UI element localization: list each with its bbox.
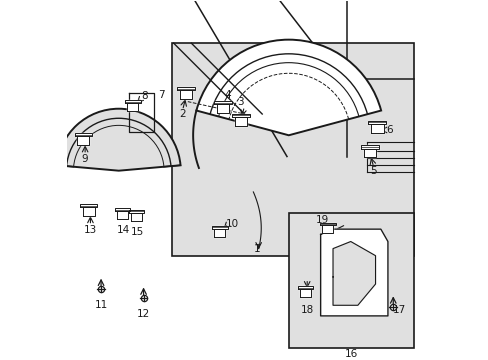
Text: 9: 9 <box>81 154 88 164</box>
Text: 10: 10 <box>226 219 239 229</box>
Polygon shape <box>322 225 332 233</box>
Polygon shape <box>367 121 386 124</box>
Polygon shape <box>177 87 195 90</box>
Text: 1: 1 <box>253 244 260 253</box>
Text: 15: 15 <box>130 226 143 237</box>
Polygon shape <box>299 289 310 297</box>
Polygon shape <box>297 286 313 289</box>
Text: 16: 16 <box>345 349 358 359</box>
Polygon shape <box>180 90 192 99</box>
Polygon shape <box>128 210 144 213</box>
Polygon shape <box>319 222 335 225</box>
Text: 14: 14 <box>116 225 129 235</box>
Polygon shape <box>82 207 94 216</box>
Bar <box>172 43 414 256</box>
Polygon shape <box>75 133 92 136</box>
Polygon shape <box>214 229 224 237</box>
Text: 5: 5 <box>370 166 376 176</box>
Polygon shape <box>125 100 141 103</box>
Polygon shape <box>77 136 89 145</box>
Text: 6: 6 <box>386 125 392 135</box>
Polygon shape <box>217 104 229 113</box>
Text: 7: 7 <box>158 90 164 100</box>
Text: 19: 19 <box>315 215 328 225</box>
Wedge shape <box>57 109 180 171</box>
Text: 3: 3 <box>237 96 244 107</box>
Text: 17: 17 <box>392 305 406 315</box>
Text: 18: 18 <box>300 305 313 315</box>
Text: 13: 13 <box>83 225 97 235</box>
Polygon shape <box>363 149 376 157</box>
Polygon shape <box>117 211 127 219</box>
Polygon shape <box>232 114 249 117</box>
Polygon shape <box>214 101 232 104</box>
Text: 12: 12 <box>137 309 150 319</box>
Wedge shape <box>196 40 380 135</box>
Polygon shape <box>370 124 383 132</box>
Text: 4: 4 <box>224 90 230 100</box>
Polygon shape <box>361 145 378 149</box>
Text: 11: 11 <box>94 300 107 310</box>
Polygon shape <box>332 242 375 305</box>
Polygon shape <box>211 226 227 229</box>
Text: 2: 2 <box>179 109 185 119</box>
Polygon shape <box>131 213 142 221</box>
Text: 8: 8 <box>141 91 147 101</box>
Polygon shape <box>320 229 387 316</box>
Bar <box>288 213 414 348</box>
Polygon shape <box>234 117 246 126</box>
Polygon shape <box>127 103 138 111</box>
Polygon shape <box>114 208 130 211</box>
Polygon shape <box>80 204 97 207</box>
